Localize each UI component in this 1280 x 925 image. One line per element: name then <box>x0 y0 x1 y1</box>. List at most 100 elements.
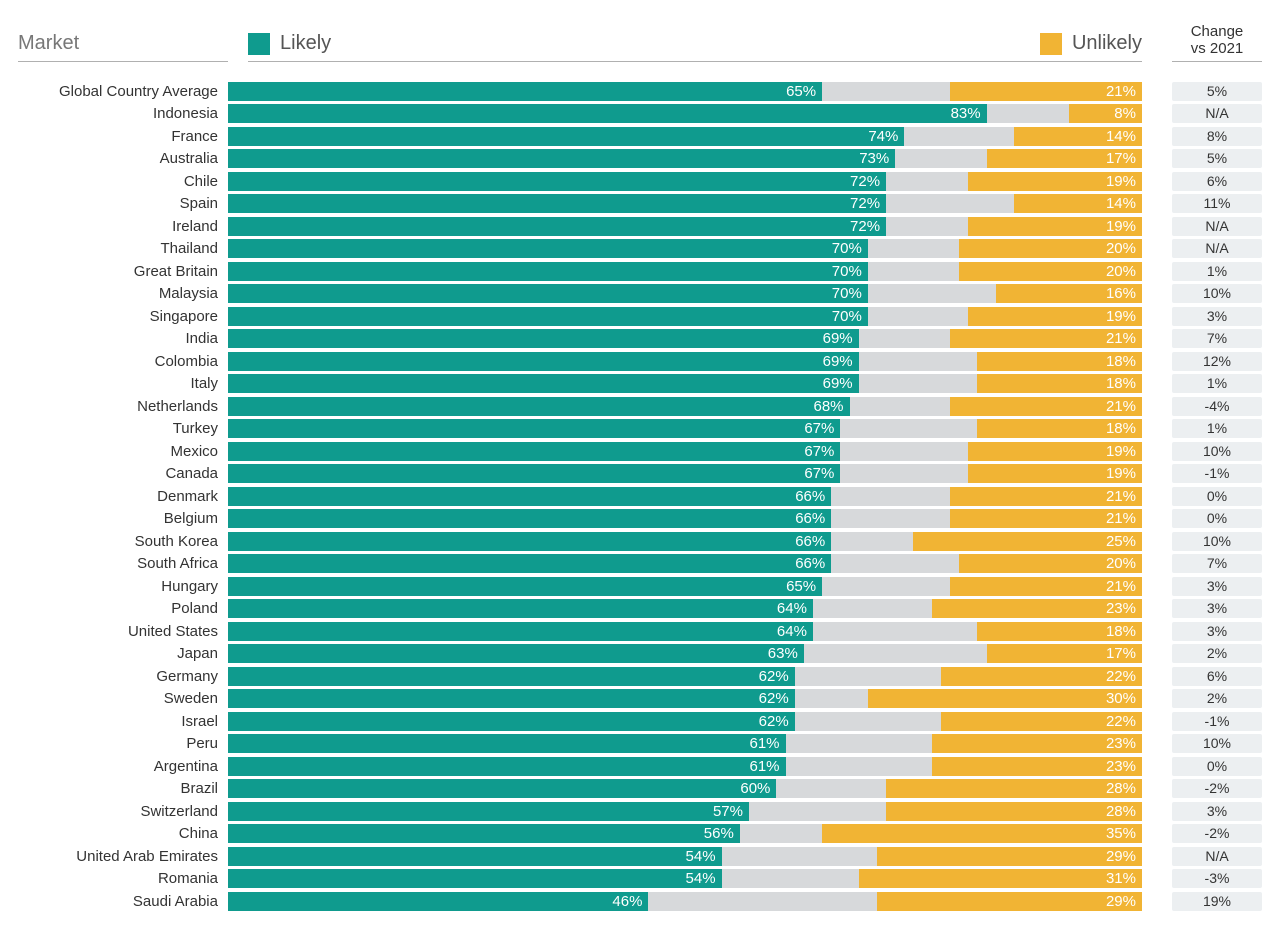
change-value: 2% <box>1172 689 1262 708</box>
market-label: Argentina <box>18 758 228 775</box>
bar-segment-neutral <box>722 847 877 866</box>
bar-segment-likely: 66% <box>228 487 831 506</box>
bar-segment-neutral <box>868 239 959 258</box>
change-value: 7% <box>1172 329 1262 348</box>
bar-segment-neutral <box>895 149 986 168</box>
bar: 65%21% <box>228 577 1142 596</box>
bar: 67%19% <box>228 442 1142 461</box>
bar-segment-unlikely: 28% <box>886 802 1142 821</box>
market-label: Malaysia <box>18 285 228 302</box>
bar-segment-unlikely: 30% <box>868 689 1142 708</box>
bar-segment-neutral <box>822 577 950 596</box>
chart-row: Germany62%22%6% <box>18 665 1262 687</box>
change-value: -1% <box>1172 464 1262 483</box>
change-value: 3% <box>1172 307 1262 326</box>
bar-segment-unlikely: 19% <box>968 217 1142 236</box>
market-label: Israel <box>18 713 228 730</box>
bar: 72%14% <box>228 194 1142 213</box>
market-label: Japan <box>18 645 228 662</box>
bar-segment-likely: 62% <box>228 667 795 686</box>
bar-segment-unlikely: 29% <box>877 847 1142 866</box>
change-value: 7% <box>1172 554 1262 573</box>
market-label: Poland <box>18 600 228 617</box>
market-label: Great Britain <box>18 263 228 280</box>
chart-row: Argentina61%23%0% <box>18 755 1262 777</box>
bar-segment-neutral <box>850 397 951 416</box>
bar-segment-neutral <box>813 599 932 618</box>
bar-segment-unlikely: 20% <box>959 262 1142 281</box>
bar-segment-likely: 64% <box>228 622 813 641</box>
change-value: 11% <box>1172 194 1262 213</box>
market-label: Peru <box>18 735 228 752</box>
chart-row: Brazil60%28%-2% <box>18 778 1262 800</box>
bar-segment-likely: 72% <box>228 172 886 191</box>
market-label: Germany <box>18 668 228 685</box>
bar-segment-neutral <box>859 329 950 348</box>
chart-row: China56%35%-2% <box>18 823 1262 845</box>
market-label: Colombia <box>18 353 228 370</box>
bar: 64%23% <box>228 599 1142 618</box>
bar-segment-neutral <box>831 509 950 528</box>
bar-segment-neutral <box>831 487 950 506</box>
bar-segment-likely: 70% <box>228 262 868 281</box>
bar-segment-unlikely: 21% <box>950 329 1142 348</box>
market-label: Australia <box>18 150 228 167</box>
chart-row: Sweden62%30%2% <box>18 688 1262 710</box>
change-value: 5% <box>1172 149 1262 168</box>
bar: 63%17% <box>228 644 1142 663</box>
chart-row: Netherlands68%21%-4% <box>18 395 1262 417</box>
bar-segment-likely: 56% <box>228 824 740 843</box>
chart-row: Colombia69%18%12% <box>18 350 1262 372</box>
header-change-label: Changevs 2021 <box>1172 23 1262 63</box>
bar-segment-neutral <box>886 217 968 236</box>
bar: 73%17% <box>228 149 1142 168</box>
market-label: Saudi Arabia <box>18 893 228 910</box>
bar-segment-neutral <box>886 194 1014 213</box>
bar: 72%19% <box>228 217 1142 236</box>
change-value: 3% <box>1172 802 1262 821</box>
bar-segment-likely: 67% <box>228 419 840 438</box>
change-value: 1% <box>1172 419 1262 438</box>
legend-unlikely-swatch <box>1040 33 1062 55</box>
header-legend-area: Likely Unlikely <box>248 32 1142 62</box>
change-value: 19% <box>1172 892 1262 911</box>
market-label: Hungary <box>18 578 228 595</box>
bar-segment-likely: 62% <box>228 712 795 731</box>
bar-segment-likely: 66% <box>228 509 831 528</box>
chart-row: Great Britain70%20%1% <box>18 260 1262 282</box>
bar-segment-unlikely: 35% <box>822 824 1142 843</box>
bar-segment-unlikely: 20% <box>959 554 1142 573</box>
market-label: Global Country Average <box>18 83 228 100</box>
chart-row: Canada67%19%-1% <box>18 463 1262 485</box>
chart-row: Global Country Average65%21%5% <box>18 80 1262 102</box>
change-value: 2% <box>1172 644 1262 663</box>
bar: 67%18% <box>228 419 1142 438</box>
chart-row: South Africa66%20%7% <box>18 553 1262 575</box>
chart-row: Poland64%23%3% <box>18 598 1262 620</box>
bar-segment-likely: 54% <box>228 869 722 888</box>
bar-segment-likely: 69% <box>228 329 859 348</box>
bar-segment-unlikely: 14% <box>1014 194 1142 213</box>
market-label: Mexico <box>18 443 228 460</box>
bar: 46%29% <box>228 892 1142 911</box>
bar-segment-likely: 62% <box>228 689 795 708</box>
bar: 69%18% <box>228 374 1142 393</box>
header-market-label: Market <box>18 32 228 62</box>
bar-segment-neutral <box>868 284 996 303</box>
market-label: Brazil <box>18 780 228 797</box>
bar-segment-likely: 66% <box>228 532 831 551</box>
chart-row: Indonesia83%8%N/A <box>18 103 1262 125</box>
bar: 54%29% <box>228 847 1142 866</box>
bar-segment-unlikely: 16% <box>996 284 1142 303</box>
change-value: -1% <box>1172 712 1262 731</box>
bar: 69%18% <box>228 352 1142 371</box>
bar-segment-likely: 57% <box>228 802 749 821</box>
bar: 70% 20% <box>228 262 1142 281</box>
change-value: N/A <box>1172 217 1262 236</box>
change-value: -3% <box>1172 869 1262 888</box>
bar-segment-unlikely: 23% <box>932 599 1142 618</box>
market-label: Romania <box>18 870 228 887</box>
bar: 74%14% <box>228 127 1142 146</box>
bar-segment-likely: 70% <box>228 239 868 258</box>
bar-segment-neutral <box>859 374 978 393</box>
